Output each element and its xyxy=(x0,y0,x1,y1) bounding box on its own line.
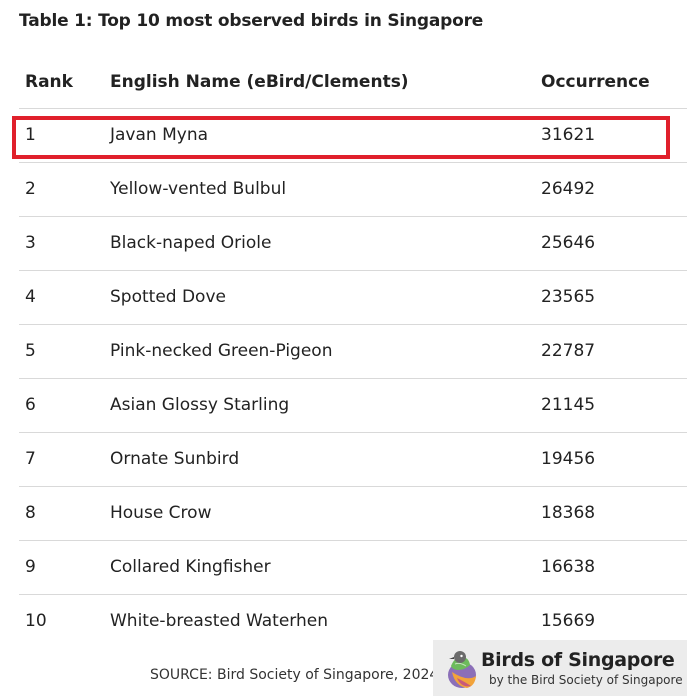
cell-rank: 6 xyxy=(25,395,36,415)
cell-rank: 4 xyxy=(25,287,36,307)
table-row: 4 Spotted Dove 23565 xyxy=(19,271,687,325)
cell-name: Yellow-vented Bulbul xyxy=(110,179,287,199)
brand-badge: Birds of Singapore by the Bird Society o… xyxy=(433,640,687,696)
cell-name: House Crow xyxy=(110,503,212,523)
header-rank: Rank xyxy=(25,72,73,92)
table-row: 10 White-breasted Waterhen 15669 xyxy=(19,595,687,648)
cell-occurrence: 26492 xyxy=(541,179,596,199)
cell-rank: 5 xyxy=(25,341,36,361)
cell-rank: 9 xyxy=(25,557,36,577)
cell-occurrence: 22787 xyxy=(541,341,596,361)
cell-name: White-breasted Waterhen xyxy=(110,611,328,631)
table-row: 6 Asian Glossy Starling 21145 xyxy=(19,379,687,433)
table-title: Table 1: Top 10 most observed birds in S… xyxy=(19,11,484,31)
cell-occurrence: 21145 xyxy=(541,395,596,415)
header-occurrence: Occurrence xyxy=(541,72,650,92)
source-note: SOURCE: Bird Society of Singapore, 2024 xyxy=(150,667,439,683)
table-row: 9 Collared Kingfisher 16638 xyxy=(19,541,687,595)
brand-name: Birds of Singapore xyxy=(481,649,675,671)
cell-name: Black-naped Oriole xyxy=(110,233,272,253)
cell-occurrence: 25646 xyxy=(541,233,596,253)
cell-name: Collared Kingfisher xyxy=(110,557,271,577)
cell-name: Javan Myna xyxy=(110,125,209,145)
cell-rank: 3 xyxy=(25,233,36,253)
cell-rank: 8 xyxy=(25,503,36,523)
cell-occurrence: 15669 xyxy=(541,611,596,631)
cell-occurrence: 16638 xyxy=(541,557,596,577)
cell-occurrence: 19456 xyxy=(541,449,596,469)
brand-subtitle: by the Bird Society of Singapore xyxy=(489,673,683,687)
table-row: 3 Black-naped Oriole 25646 xyxy=(19,217,687,271)
table-row: 5 Pink-necked Green-Pigeon 22787 xyxy=(19,325,687,379)
cell-name: Spotted Dove xyxy=(110,287,226,307)
cell-occurrence: 31621 xyxy=(541,125,596,145)
table-row: 2 Yellow-vented Bulbul 26492 xyxy=(19,163,687,217)
table-row: 7 Ornate Sunbird 19456 xyxy=(19,433,687,487)
header-english-name: English Name (eBird/Clements) xyxy=(110,72,409,92)
table-header-row: Rank English Name (eBird/Clements) Occur… xyxy=(19,56,687,109)
birds-table: Rank English Name (eBird/Clements) Occur… xyxy=(19,56,687,648)
cell-rank: 10 xyxy=(25,611,47,631)
cell-name: Pink-necked Green-Pigeon xyxy=(110,341,333,361)
cell-occurrence: 23565 xyxy=(541,287,596,307)
cell-rank: 2 xyxy=(25,179,36,199)
table-row: 8 House Crow 18368 xyxy=(19,487,687,541)
cell-rank: 7 xyxy=(25,449,36,469)
table-row: 1 Javan Myna 31621 xyxy=(19,109,687,163)
cell-occurrence: 18368 xyxy=(541,503,596,523)
bird-icon xyxy=(448,651,476,688)
cell-rank: 1 xyxy=(25,125,36,145)
cell-name: Asian Glossy Starling xyxy=(110,395,290,415)
cell-name: Ornate Sunbird xyxy=(110,449,240,469)
